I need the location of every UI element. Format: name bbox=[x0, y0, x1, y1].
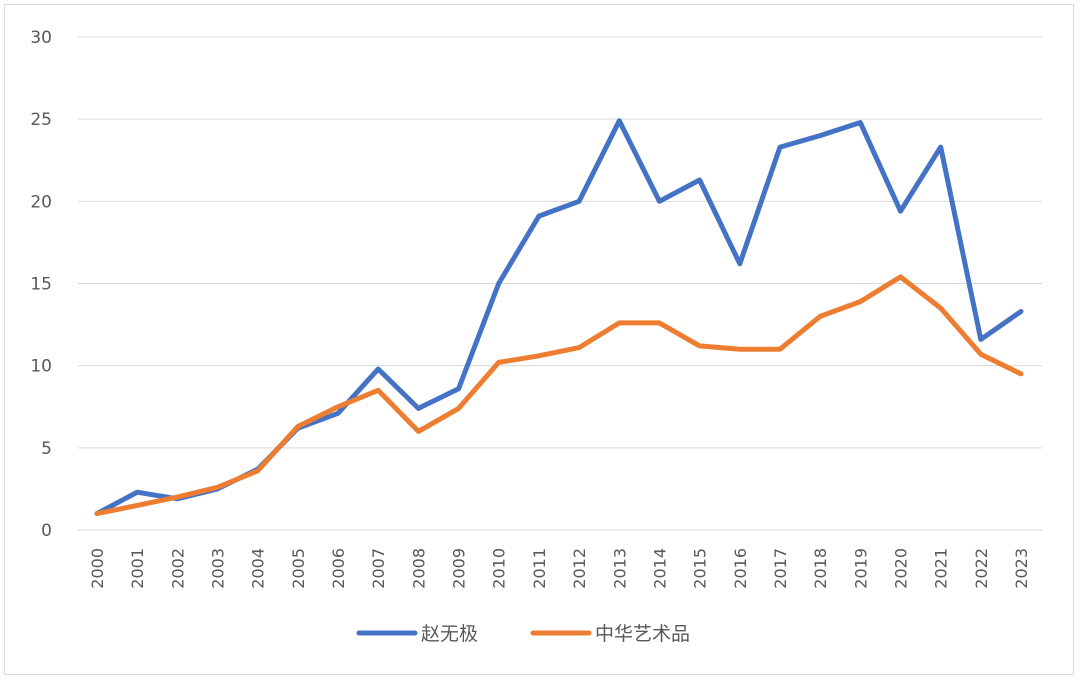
x-tick-label: 2013 bbox=[610, 548, 629, 589]
y-axis-ticks: 0 5 10 15 20 25 30 bbox=[30, 28, 52, 541]
x-tick-label: 2012 bbox=[570, 548, 589, 589]
y-tick-label: 10 bbox=[30, 357, 52, 377]
x-tick-label: 2008 bbox=[409, 548, 428, 589]
chart-frame bbox=[4, 4, 1074, 675]
x-tick-label: 2004 bbox=[249, 548, 268, 589]
x-tick-label: 2002 bbox=[168, 548, 187, 589]
x-tick-label: 2011 bbox=[530, 548, 549, 589]
series-lines bbox=[94, 118, 1024, 517]
x-tick-label: 2010 bbox=[490, 548, 509, 589]
x-tick-label: 2023 bbox=[1012, 548, 1031, 589]
y-tick-label: 25 bbox=[30, 110, 52, 130]
series-line-1 bbox=[94, 274, 1024, 517]
x-axis-ticks: 2000 2001 2002 2003 2004 2005 2006 2007 2008 2009… bbox=[88, 548, 1031, 589]
y-tick-label: 15 bbox=[30, 275, 52, 295]
x-tick-label: 2020 bbox=[891, 548, 910, 589]
x-tick-label: 2019 bbox=[851, 548, 870, 589]
x-tick-label: 2001 bbox=[128, 548, 147, 589]
x-tick-label: 2016 bbox=[731, 548, 750, 589]
x-tick-label: 2003 bbox=[209, 548, 228, 589]
x-tick-label: 2014 bbox=[650, 548, 669, 589]
x-tick-label: 2018 bbox=[811, 548, 830, 589]
gridlines bbox=[78, 36, 1042, 531]
y-tick-label: 0 bbox=[41, 521, 52, 541]
legend: 赵无极 中华艺术品 bbox=[356, 623, 690, 645]
x-tick-label: 2021 bbox=[932, 548, 951, 589]
x-tick-label: 2007 bbox=[369, 548, 388, 589]
x-tick-label: 2022 bbox=[972, 548, 991, 589]
x-tick-label: 2009 bbox=[450, 548, 469, 589]
y-tick-label: 20 bbox=[30, 192, 52, 212]
x-tick-label: 2015 bbox=[691, 548, 710, 589]
y-tick-label: 30 bbox=[30, 28, 52, 48]
x-tick-label: 2006 bbox=[329, 548, 348, 589]
y-tick-label: 5 bbox=[41, 439, 52, 459]
legend-label-0: 赵无极 bbox=[421, 623, 478, 645]
series-line-0 bbox=[94, 118, 1024, 517]
legend-label-1: 中华艺术品 bbox=[595, 623, 690, 645]
x-tick-label: 2000 bbox=[88, 548, 107, 589]
x-tick-label: 2017 bbox=[771, 548, 790, 589]
x-tick-label: 2005 bbox=[289, 548, 308, 589]
